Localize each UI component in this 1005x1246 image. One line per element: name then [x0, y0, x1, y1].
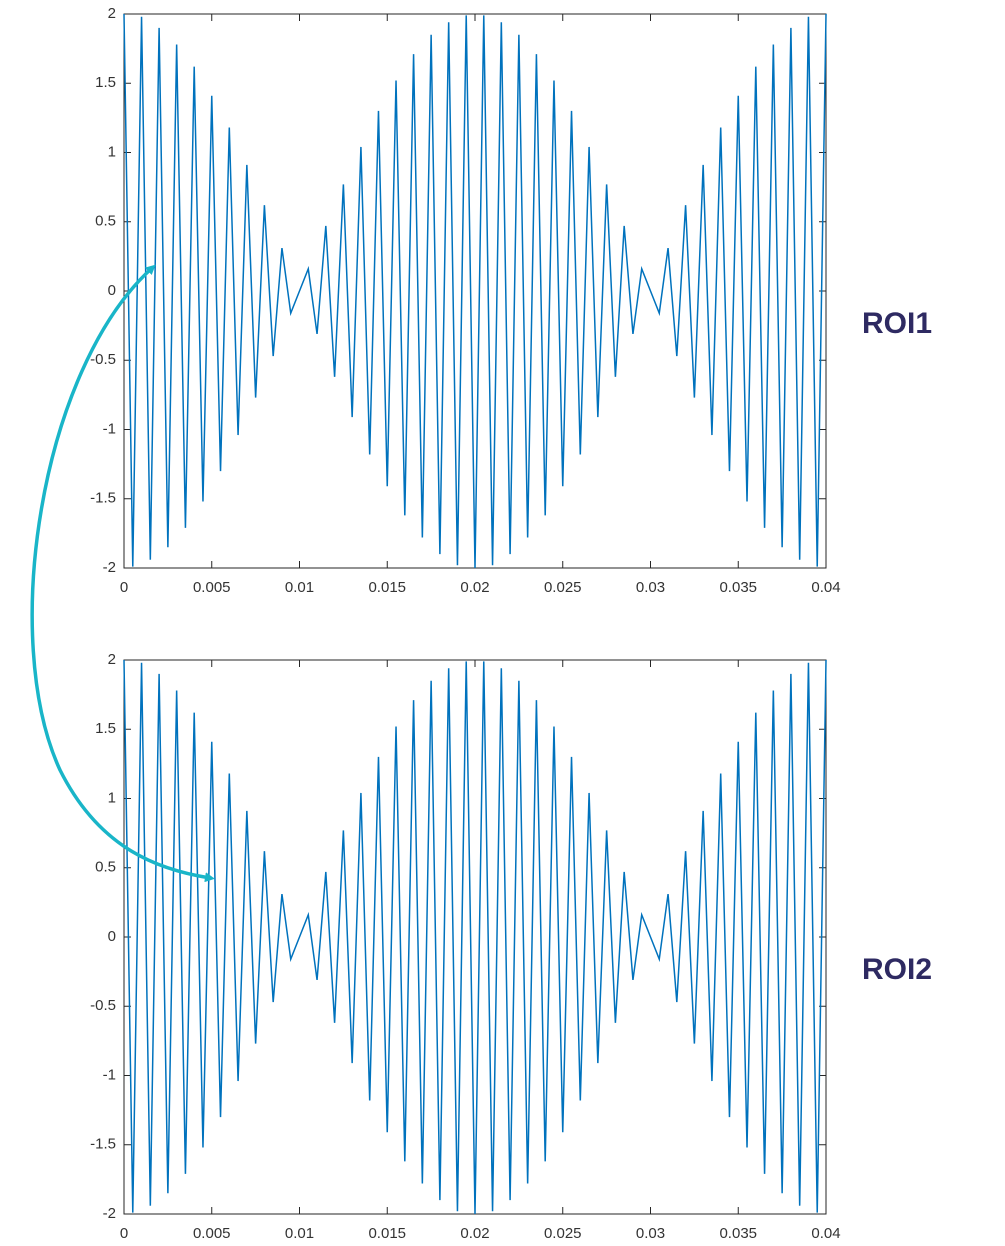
- y-tick-label: 0.5: [95, 213, 116, 230]
- y-tick-label: 0: [108, 928, 116, 945]
- y-tick-label: 2: [108, 5, 116, 22]
- x-tick-label: 0.025: [544, 1225, 582, 1242]
- y-tick-label: 0.5: [95, 859, 116, 876]
- x-tick-label: 0.01: [285, 579, 314, 596]
- x-tick-label: 0.005: [193, 1225, 231, 1242]
- signal-line: [123, 13, 827, 569]
- signal-line: [123, 659, 827, 1215]
- x-tick-label: 0.015: [368, 579, 406, 596]
- y-tick-label: -1.5: [90, 490, 116, 507]
- x-tick-label: 0.03: [636, 1225, 665, 1242]
- x-tick-label: 0: [120, 1225, 128, 1242]
- y-tick-label: 0: [108, 282, 116, 299]
- x-tick-label: 0.025: [544, 579, 582, 596]
- roi-label: ROI1: [862, 307, 932, 340]
- x-tick-label: 0.02: [460, 1225, 489, 1242]
- y-tick-label: -1.5: [90, 1136, 116, 1153]
- axes-box: [123, 659, 827, 1215]
- x-tick-label: 0.04: [811, 579, 840, 596]
- x-tick-label: 0.02: [460, 579, 489, 596]
- mapping-arrow: [30, 264, 215, 883]
- y-tick-label: -1: [103, 1066, 116, 1083]
- x-tick-label: 0.03: [636, 579, 665, 596]
- x-tick-label: 0.015: [368, 1225, 406, 1242]
- x-tick-label: 0.01: [285, 1225, 314, 1242]
- x-tick-label: 0: [120, 579, 128, 596]
- roi-label: ROI2: [862, 953, 932, 986]
- y-tick-label: 1.5: [95, 74, 116, 91]
- x-tick-label: 0.035: [719, 1225, 757, 1242]
- y-tick-label: -2: [103, 1205, 116, 1222]
- y-tick-label: 1: [108, 789, 116, 806]
- y-tick-label: -0.5: [90, 351, 116, 368]
- y-tick-label: 1.5: [95, 720, 116, 737]
- x-tick-label: 0.035: [719, 579, 757, 596]
- plots: -2 -1.5 -1 -0.5 0 0.5 1 1.5 2 0 0.005 0.01 0.015 0.02…: [90, 5, 932, 1242]
- x-tick-label: 0.04: [811, 1225, 840, 1242]
- y-tick-label: -0.5: [90, 997, 116, 1014]
- y-tick-label: 2: [108, 651, 116, 668]
- y-tick-label: -2: [103, 559, 116, 576]
- y-tick-label: -1: [103, 420, 116, 437]
- y-tick-label: 1: [108, 143, 116, 160]
- axes-box: [123, 13, 827, 569]
- x-tick-label: 0.005: [193, 579, 231, 596]
